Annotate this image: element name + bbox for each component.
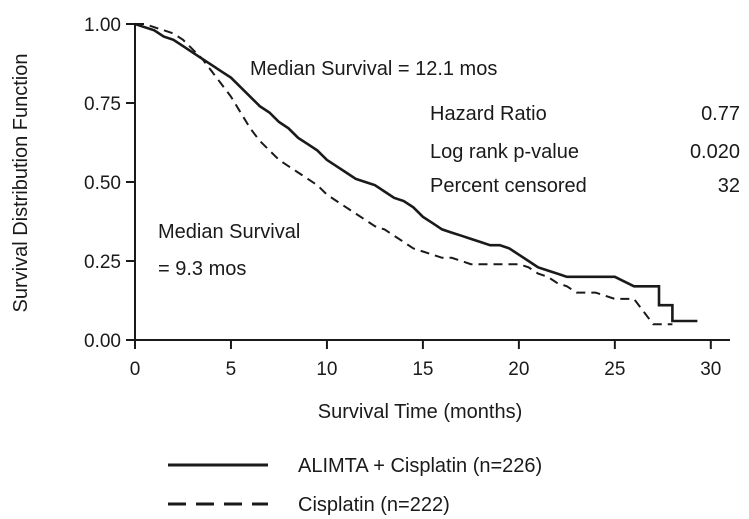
plot-area: 0 5 10 15 20 25 30 0.00 0.25 0.50 0.75 1.00 [84,15,730,380]
x-axis-title: Survival Time (months) [318,401,523,423]
legend: ALIMTA + Cisplatin (n=226) Cisplatin (n=… [168,455,542,516]
y-tick-label: 0.00 [84,331,121,352]
x-tick-label: 15 [412,359,433,380]
x-tick-label: 30 [700,359,721,380]
y-tick-label: 0.75 [84,94,121,115]
stat-label-percent-censored: Percent censored [430,175,587,197]
legend-label-cisplatin: Cisplatin (n=222) [298,494,450,516]
series-line-cisplatin [135,23,673,326]
legend-label-alimta: ALIMTA + Cisplatin (n=226) [298,455,542,477]
series-layer [134,22,698,326]
stat-value-percent-censored: 32 [718,175,740,197]
annotation-median-top: Median Survival = 12.1 mos [250,58,497,80]
stats-box: Hazard Ratio 0.77 Log rank p-value 0.020… [430,103,740,197]
stat-label-log-rank: Log rank p-value [430,141,579,163]
x-tick-label: 20 [508,359,529,380]
stat-value-hazard-ratio: 0.77 [701,103,740,125]
x-tick-label: 10 [316,359,337,380]
series-line-alimta-cisplatin [134,22,698,323]
y-tick-label: 0.25 [84,252,121,273]
stat-label-hazard-ratio: Hazard Ratio [430,103,547,125]
stat-value-log-rank: 0.020 [690,141,740,163]
y-axis-title: Survival Distribution Function [10,54,32,313]
x-tick-group: 0 5 10 15 20 25 30 [130,340,721,380]
annotation-median-bottom-line1: Median Survival [158,221,300,243]
x-tick-label: 5 [226,359,237,380]
annotation-median-bottom-line2: = 9.3 mos [158,258,246,280]
y-tick-label: 0.50 [84,173,121,194]
y-tick-group: 0.00 0.25 0.50 0.75 1.00 [84,15,135,352]
x-tick-label: 25 [604,359,625,380]
y-tick-label: 1.00 [84,15,121,36]
x-tick-label: 0 [130,359,141,380]
